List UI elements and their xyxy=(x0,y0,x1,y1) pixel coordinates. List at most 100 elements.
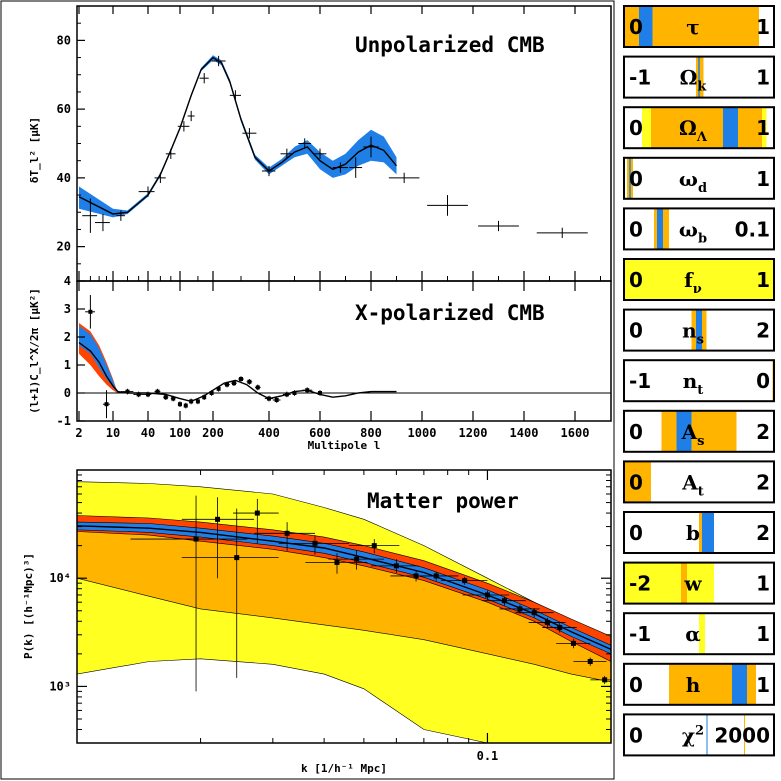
x-polarized-marker xyxy=(183,403,188,408)
slider-subscript: d xyxy=(698,181,707,196)
x-polarized-ytick-label: 4 xyxy=(64,274,71,288)
matter-power-model-curve xyxy=(77,525,611,651)
x-polarized-data-point xyxy=(313,390,327,396)
slider-frame xyxy=(623,511,775,554)
slider-min: -2 xyxy=(629,572,651,596)
x-polarized-data-point xyxy=(120,388,134,395)
x-polarized-marker xyxy=(104,402,109,407)
slider-min: -1 xyxy=(629,622,651,646)
x-polarized-marker xyxy=(88,309,93,314)
slider-max: 1 xyxy=(756,66,770,90)
unpolarized-data-point xyxy=(363,136,379,158)
x-polarized-marker xyxy=(267,396,271,401)
matter-power-marker xyxy=(433,573,439,579)
matter-power-data-point xyxy=(462,590,510,600)
slider-band xyxy=(624,461,651,503)
matter-power-marker xyxy=(557,625,563,631)
slider-frame xyxy=(623,561,775,605)
x-polarized-plot-frame xyxy=(76,280,612,422)
x-polarized-data-point xyxy=(302,387,313,393)
slider-min: 0 xyxy=(629,15,643,39)
matter-power-xtick-label: 0.1 xyxy=(477,749,499,763)
slider-max: 1 xyxy=(756,116,770,140)
x-polarized-data-point xyxy=(133,391,144,398)
x-polarized-data-point xyxy=(85,295,95,329)
x-polarized-ytick-label: 0 xyxy=(64,386,71,400)
unpolarized-data-point xyxy=(349,157,363,178)
matter-power-marker xyxy=(334,559,340,565)
slider-max: 1 xyxy=(756,572,770,596)
unpolarized-data-point xyxy=(82,198,98,233)
slider-13: 0 1 h xyxy=(623,662,775,706)
matter-power-data-point xyxy=(349,539,400,554)
x-polarized-cmb-panel: -1 0 1 2 3 4 2 10 40 100 200 400 600 800 1000 1200 1400 1… xyxy=(28,274,612,452)
x-polarized-ytick-label: 1 xyxy=(64,358,71,372)
unpolarized-ylabel: δT_l² [μK] xyxy=(28,117,41,183)
x-polarized-marker xyxy=(274,398,279,402)
slider-7: -1 0nt xyxy=(623,359,775,403)
x-polarized-ytick-label: 2 xyxy=(64,330,71,344)
slider-band xyxy=(681,562,687,604)
matter-power-blue-band xyxy=(77,521,611,655)
slider-label: α xyxy=(685,622,700,646)
matter-power-marker xyxy=(312,540,318,546)
multipole-tick-label: 800 xyxy=(360,426,382,440)
multipole-tick-label: 1000 xyxy=(408,426,437,440)
x-polarized-data-point xyxy=(143,391,152,398)
slider-12: -1 1 α xyxy=(623,612,775,656)
slider-min: 0 xyxy=(629,116,643,140)
slider-subscript: s xyxy=(697,434,704,449)
matter-power-data-point xyxy=(181,508,279,678)
matter-power-data-point xyxy=(370,559,419,573)
slider-10: 0 2 b xyxy=(623,511,775,554)
matter-power-marker xyxy=(284,530,290,536)
multipole-tick-label: 10 xyxy=(106,426,120,440)
x-polarized-data-point xyxy=(195,398,200,405)
x-polarized-marker xyxy=(239,377,243,381)
matter-power-ytick-label: 10⁴ xyxy=(49,571,71,585)
multipole-tick-label: 2 xyxy=(75,426,82,440)
multipole-tick-label: 40 xyxy=(141,426,155,440)
x-polarized-data-point xyxy=(209,390,214,396)
slider-max: 1 xyxy=(756,167,770,191)
slider-band xyxy=(629,157,631,199)
slider-frame xyxy=(623,409,775,453)
x-polarized-marker xyxy=(284,392,289,397)
unpolarized-data-point xyxy=(211,55,226,67)
matter-power-marker xyxy=(371,543,377,549)
unpolarized-data-point xyxy=(536,227,588,239)
slider-6: 0 2ns xyxy=(623,308,775,352)
matter-power-data-point xyxy=(254,522,315,551)
slider-band xyxy=(732,663,747,705)
x-polarized-data-point xyxy=(238,376,244,382)
unpolarized-data-point xyxy=(298,138,312,149)
slider-min: 0 xyxy=(629,420,643,444)
unpolarized-data-point xyxy=(388,172,420,184)
unpolarized-data-point xyxy=(94,213,110,232)
x-polarized-data-point xyxy=(189,398,194,405)
matter-power-xlabel: k [1/h⁻¹ Mpc] xyxy=(301,762,387,775)
left-frame xyxy=(0,0,615,780)
matter-power-marker xyxy=(393,563,399,569)
slider-superscript: 2 xyxy=(695,723,704,738)
x-polarized-data-point xyxy=(246,379,253,385)
x-polarized-data-point xyxy=(272,397,281,403)
x-polarized-cmb-title: X-polarized CMB xyxy=(355,301,545,325)
slider-subscript: Λ xyxy=(696,130,708,145)
slider-min: 0 xyxy=(629,217,643,241)
x-polarized-ytick-label: 3 xyxy=(64,302,71,316)
x-polarized-marker xyxy=(155,389,160,394)
unpolarized-data-point xyxy=(478,220,519,232)
slider-min: 0 xyxy=(629,521,643,545)
slider-min: 0 xyxy=(629,167,643,191)
unpolarized-ytick-label: 60 xyxy=(57,102,71,116)
slider-background xyxy=(624,714,774,756)
x-polarized-data-point xyxy=(231,380,237,386)
slider-label: τ xyxy=(686,15,699,39)
unpolarized-data-point xyxy=(242,128,257,139)
slider-5: 0 1fν xyxy=(623,258,775,301)
x-polarized-marker xyxy=(202,395,207,400)
slider-4: 0 0.1ωb xyxy=(623,207,775,251)
slider-frame xyxy=(623,258,775,301)
